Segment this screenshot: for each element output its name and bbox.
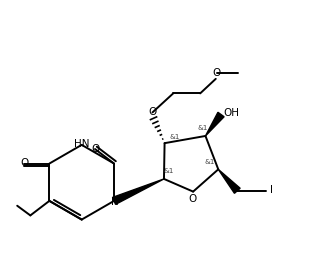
Text: &1: &1	[204, 160, 215, 165]
Text: O: O	[20, 158, 28, 168]
Text: O: O	[148, 107, 157, 117]
Text: HN: HN	[74, 139, 89, 149]
Polygon shape	[205, 112, 224, 136]
Text: OH: OH	[223, 108, 239, 118]
Text: &1: &1	[197, 125, 208, 131]
Text: O: O	[213, 68, 221, 78]
Text: I: I	[271, 185, 273, 195]
Text: &1: &1	[164, 168, 174, 174]
Text: O: O	[189, 194, 197, 204]
Polygon shape	[218, 169, 240, 193]
Text: O: O	[91, 144, 99, 154]
Text: &1: &1	[170, 134, 180, 140]
Polygon shape	[113, 179, 164, 204]
Text: N: N	[111, 197, 119, 207]
